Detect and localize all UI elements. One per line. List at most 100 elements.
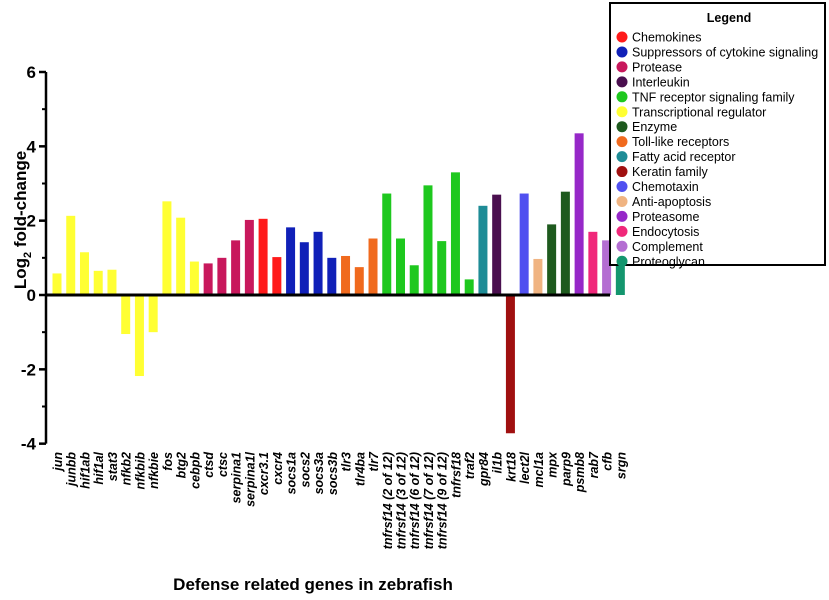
bar-tnfrsf14-7-of-12- bbox=[423, 185, 433, 295]
bar-nfkb2 bbox=[121, 295, 131, 335]
x-tick-label: rab7 bbox=[587, 451, 601, 478]
y-tick-label: 6 bbox=[27, 63, 36, 82]
legend-entry-label: Keratin family bbox=[632, 165, 708, 179]
bar-cfb bbox=[602, 240, 612, 295]
x-tick-label: hif1ab bbox=[78, 452, 92, 489]
x-tick-label: mpx bbox=[546, 451, 560, 478]
x-tick-label: nfkbib bbox=[133, 452, 147, 490]
x-tick-label: srgn bbox=[614, 452, 628, 479]
legend-entry-label: Chemotaxin bbox=[632, 180, 699, 194]
x-tick-label: serpina1 bbox=[230, 452, 244, 503]
y-axis-label: Log 2 fold-change bbox=[11, 151, 34, 289]
bar-rab7 bbox=[588, 231, 598, 295]
y-tick-label: 2 bbox=[27, 212, 36, 231]
legend-swatch bbox=[616, 61, 628, 73]
legend-entry-label: Suppressors of cytokine signaling bbox=[632, 45, 818, 59]
y-tick-label: 0 bbox=[27, 286, 36, 305]
legend-entry-label: Complement bbox=[632, 240, 703, 254]
bar-krt18 bbox=[505, 295, 515, 434]
bar-jun bbox=[52, 273, 62, 295]
x-tick-label: tnfrsf14 (3 of 12) bbox=[395, 452, 409, 549]
bar-junbb bbox=[66, 215, 76, 295]
bar-il1b bbox=[492, 194, 502, 295]
legend-entry-label: Chemokines bbox=[632, 31, 701, 45]
bar-cxcr4 bbox=[272, 257, 282, 295]
x-tick-label: tlr4ba bbox=[353, 452, 367, 486]
legend-swatch bbox=[616, 31, 628, 43]
legend-entry-label: Protease bbox=[632, 60, 682, 74]
x-tick-label: socs1a bbox=[285, 452, 299, 494]
legend-swatch bbox=[616, 181, 628, 192]
legend-entry-label: Endocytosis bbox=[632, 225, 699, 239]
x-tick-label: cebpb bbox=[188, 452, 202, 489]
bar-ctsc bbox=[217, 257, 227, 295]
legend-swatch bbox=[616, 225, 628, 237]
bar-btg2 bbox=[176, 217, 186, 295]
legend-box bbox=[609, 2, 826, 266]
bar-traf2 bbox=[464, 279, 474, 295]
legend-title: Legend bbox=[707, 11, 751, 25]
x-tick-label: socs2 bbox=[298, 452, 312, 487]
x-tick-label: ctsd bbox=[202, 452, 216, 478]
bar-socs2 bbox=[299, 242, 309, 295]
bar-socs3a bbox=[313, 231, 323, 295]
x-tick-label: traf2 bbox=[463, 452, 477, 479]
y-axis-label-main: Log bbox=[11, 258, 30, 289]
y-tick-label: 4 bbox=[27, 137, 37, 156]
bar-ctsd bbox=[203, 263, 213, 295]
x-tick-label: nfkbie bbox=[147, 452, 161, 489]
bar-stat3 bbox=[107, 269, 117, 295]
bar-parp9 bbox=[560, 191, 570, 295]
x-tick-label: cfb bbox=[601, 452, 615, 471]
x-tick-label: socs3a bbox=[312, 452, 326, 494]
legend-entry-label: Anti-apoptosis bbox=[632, 195, 711, 209]
x-tick-label: tnfrsf14 (9 of 12) bbox=[436, 452, 450, 549]
bar-lect2l bbox=[519, 193, 529, 295]
x-tick-label: il1b bbox=[491, 452, 505, 474]
x-tick-label: hif1al bbox=[92, 451, 106, 484]
bar-nfkbib bbox=[134, 295, 144, 377]
legend-swatch bbox=[616, 121, 628, 133]
y-tick-label: -4 bbox=[21, 435, 37, 454]
bar-socs1a bbox=[286, 227, 296, 295]
x-tick-label: jun bbox=[51, 452, 65, 473]
legend-swatch bbox=[616, 91, 628, 103]
legend-entry-label: Toll-like receptors bbox=[632, 135, 729, 149]
x-axis-label: Defense related genes in zebrafish bbox=[173, 575, 453, 594]
bar-tnfrsf14-2-of-12- bbox=[382, 193, 392, 295]
bar-tnfrsf14-9-of-12- bbox=[437, 241, 447, 295]
bar-tnfrsf18 bbox=[450, 172, 460, 295]
x-tick-labels: jun junbb hif1ab hif1al stat3 nfkb2 nfkbib nfkb… bbox=[51, 451, 628, 549]
bar-hif1ab bbox=[79, 252, 89, 295]
bar-psmb8 bbox=[574, 133, 584, 295]
legend-swatch bbox=[616, 240, 628, 252]
x-tick-label: socs3b bbox=[326, 452, 340, 495]
legend-swatch bbox=[616, 136, 628, 148]
bar-tnfrsf14-3-of-12- bbox=[396, 238, 405, 295]
x-tick-label: junbb bbox=[65, 452, 79, 488]
x-tick-label: tnfrsf14 (2 of 12) bbox=[381, 452, 395, 549]
x-tick-label: tlr7 bbox=[367, 451, 381, 472]
legend-entry-label: Transcriptional regulator bbox=[632, 105, 766, 119]
x-tick-label: tnfrsf14 (6 of 12) bbox=[408, 452, 422, 549]
legend-swatch bbox=[616, 166, 628, 178]
bar-serpina1 bbox=[231, 240, 241, 295]
bar-gpr84 bbox=[478, 205, 488, 295]
legend-entry-label: TNF receptor signaling family bbox=[632, 90, 795, 104]
x-tick-label: tlr3 bbox=[340, 452, 354, 472]
bars-group bbox=[52, 133, 625, 434]
bar-hif1al bbox=[93, 270, 103, 295]
bar-tlr7 bbox=[368, 238, 378, 295]
legend-swatch bbox=[616, 195, 628, 207]
y-axis-label-rest: fold-change bbox=[11, 151, 30, 252]
legend-swatch bbox=[616, 210, 628, 222]
bar-cebpb bbox=[189, 261, 199, 295]
y-tick-label: -2 bbox=[21, 360, 36, 379]
legend-entry-label: Fatty acid receptor bbox=[632, 150, 736, 164]
legend-swatch bbox=[616, 76, 628, 88]
legend-entry-label: Interleukin bbox=[632, 75, 690, 89]
bar-mpx bbox=[547, 224, 557, 295]
x-tick-label: lect2l bbox=[518, 451, 532, 483]
